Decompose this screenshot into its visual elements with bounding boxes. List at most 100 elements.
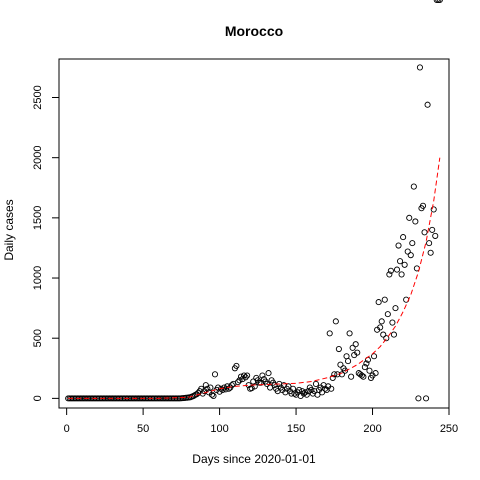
- data-point: [267, 384, 274, 391]
- data-point: [341, 367, 349, 374]
- data-point: [319, 389, 326, 396]
- data-point: [354, 349, 361, 356]
- data-point: [398, 271, 405, 278]
- data-point: [360, 373, 367, 380]
- data-point: [380, 331, 387, 338]
- y-axis-label: Daily cases: [2, 199, 16, 260]
- data-point: [381, 296, 388, 303]
- data-point: [401, 261, 408, 268]
- data-point: [345, 358, 352, 365]
- y-tick-label: 0: [32, 395, 44, 401]
- data-point: [361, 364, 368, 371]
- data-point: [410, 183, 417, 190]
- data-point: [432, 232, 439, 239]
- x-axis-label: Days since 2020-01-01: [192, 452, 316, 466]
- data-point: [195, 389, 202, 397]
- y-tick-label: 1500: [32, 206, 44, 230]
- data-point: [236, 377, 243, 384]
- data-point: [259, 372, 266, 379]
- data-point: [265, 370, 272, 377]
- data-point: [397, 258, 404, 265]
- y-axis: 0 500 1000 1500 2000 2500: [32, 85, 60, 401]
- data-point: [407, 252, 414, 259]
- trend-line-path: [68, 157, 441, 399]
- data-point: [218, 385, 225, 392]
- data-point: [430, 206, 437, 213]
- data-point: [419, 202, 427, 209]
- x-tick-label: 200: [363, 423, 381, 435]
- x-axis: 0 50 100 150 200 250: [64, 407, 458, 435]
- data-point: [415, 395, 422, 402]
- data-point: [233, 362, 240, 369]
- data-point: [404, 248, 411, 255]
- data-point: [375, 299, 382, 306]
- data-point: [372, 370, 379, 377]
- data-point: [352, 341, 359, 348]
- data-point: [387, 267, 394, 274]
- x-tick-label: 50: [137, 423, 149, 435]
- data-point: [300, 390, 307, 397]
- data-point: [210, 392, 217, 400]
- data-point: [349, 344, 356, 351]
- data-point: [384, 311, 391, 318]
- data-point: [326, 330, 333, 337]
- data-point: [400, 234, 407, 241]
- y-tick-label: 2500: [32, 85, 44, 109]
- data-point: [348, 373, 355, 380]
- data-point: [366, 367, 373, 374]
- data-point: [436, 0, 443, 4]
- data-point: [378, 318, 385, 325]
- data-point: [371, 353, 378, 360]
- data-point: [393, 266, 401, 273]
- x-tick-label: 150: [287, 423, 305, 435]
- data-point: [383, 335, 390, 342]
- data-point: [251, 383, 258, 390]
- data-point: [211, 371, 219, 378]
- data-point: [328, 385, 335, 392]
- data-point: [358, 372, 365, 379]
- y-tick-label: 1000: [32, 266, 44, 290]
- trend-line: [68, 157, 441, 399]
- data-point: [392, 305, 399, 312]
- data-point: [390, 331, 397, 338]
- data-point: [332, 318, 339, 325]
- data-point: [296, 386, 303, 393]
- data-point: [202, 382, 209, 389]
- data-point: [363, 360, 370, 367]
- y-tick-label: 2000: [32, 145, 44, 169]
- data-point: [423, 395, 430, 402]
- data-point: [215, 384, 222, 391]
- data-points: [65, 0, 443, 402]
- data-point: [409, 240, 416, 247]
- data-point: [331, 371, 338, 378]
- data-point: [291, 390, 298, 397]
- plot-area-frame: [58, 58, 450, 409]
- data-point: [239, 376, 246, 383]
- data-point: [334, 371, 341, 378]
- data-point: [225, 385, 232, 392]
- data-point: [377, 324, 384, 331]
- data-point: [337, 361, 344, 368]
- data-point: [244, 372, 251, 379]
- data-point: [308, 386, 315, 393]
- data-point: [406, 214, 413, 221]
- data-point: [241, 372, 248, 379]
- data-point: [303, 391, 310, 398]
- data-point: [190, 392, 197, 400]
- x-tick-label: 100: [210, 423, 228, 435]
- data-point: [346, 330, 353, 337]
- data-point: [204, 385, 211, 392]
- data-point: [207, 384, 214, 391]
- x-tick-label: 250: [440, 423, 458, 435]
- data-point: [416, 64, 423, 71]
- data-point: [389, 319, 396, 326]
- chart-title: Morocco: [225, 23, 283, 39]
- data-point: [242, 374, 249, 381]
- data-point: [421, 229, 428, 236]
- data-point: [427, 249, 434, 256]
- data-point: [429, 226, 436, 233]
- data-point: [424, 101, 431, 108]
- data-point: [426, 240, 433, 247]
- data-point: [395, 242, 402, 249]
